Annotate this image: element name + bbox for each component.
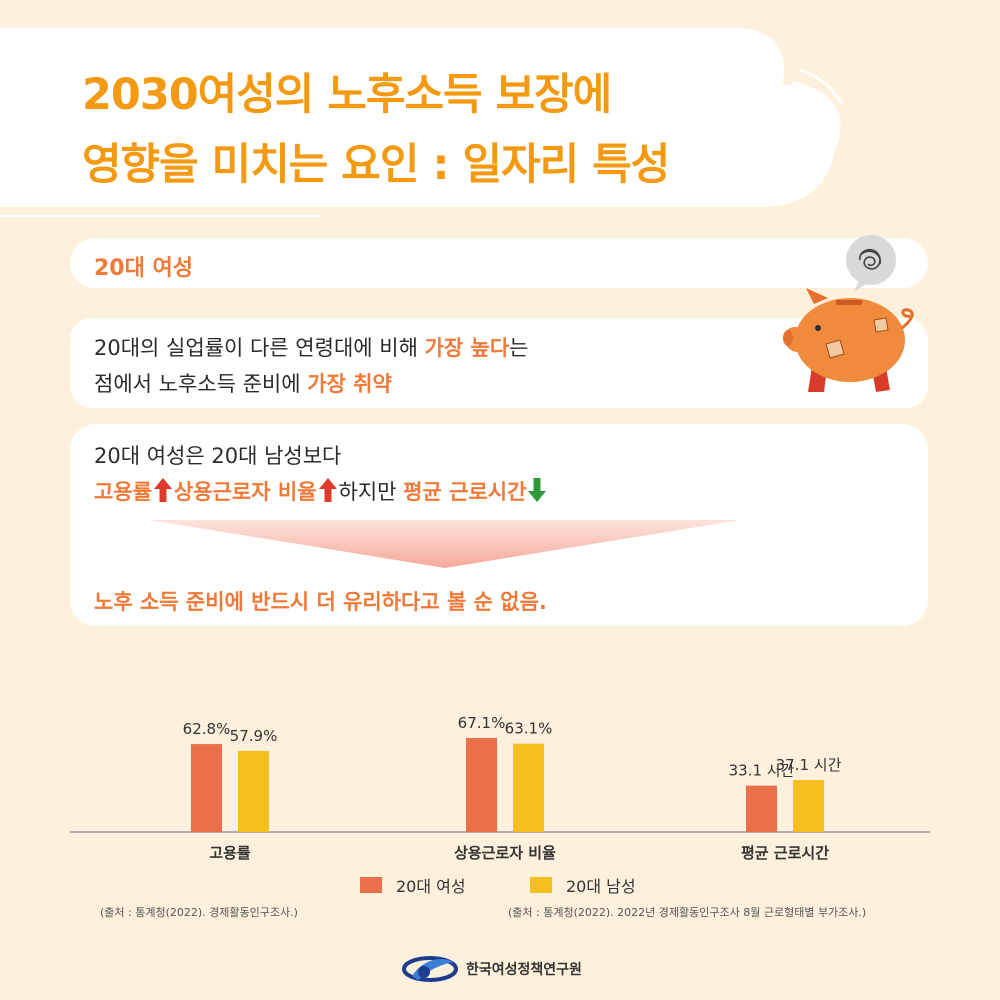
data-label-female-0: 62.8% [183, 720, 231, 738]
kwdi-logo-icon [402, 956, 458, 982]
data-label-male-0: 57.9% [230, 727, 278, 745]
card1-line1-text: 20대의 실업률이 다른 연령대에 비해 [94, 336, 425, 360]
section-pill: 20대 여성 [70, 238, 928, 288]
card2-line-1: 20대 여성은 20대 남성보다 [94, 444, 342, 468]
legend-swatch-female [360, 877, 382, 893]
title-line-1: 2030여성의 노후소득 보장에 [82, 70, 612, 120]
card1-line2-highlight: 가장 취약 [307, 372, 392, 396]
title-line-2: 영향을 미치는 요인 : 일자리 특성 [82, 140, 670, 190]
bar-male-0 [238, 750, 269, 832]
card1-line1-suffix: 는 [509, 336, 529, 360]
footer: 한국여성정책연구원 [402, 956, 582, 982]
section-label: 20대 여성 [94, 256, 193, 281]
bar-female-0 [191, 744, 222, 832]
bar-male-1 [513, 743, 544, 832]
item-regular-worker-ratio: 상용근로자 비율 [173, 480, 317, 504]
card1-line-1: 20대의 실업률이 다른 연령대에 비해 가장 높다는 [94, 332, 529, 362]
red-up-arrow-icon [153, 478, 172, 502]
category-label-2: 평균 근로시간 [741, 844, 829, 862]
legend-item-male: 20대 남성 [530, 873, 636, 897]
source-left: (출처 : 통계청(2022). 경제활동인구조사.) [100, 906, 298, 919]
card2-middle-text: 하지만 [338, 480, 404, 504]
data-label-male-1: 63.1% [505, 720, 553, 738]
item-avg-working-hours: 평균 근로시간 [403, 480, 527, 504]
legend-label-male: 20대 남성 [566, 877, 636, 896]
card1-line-2: 점에서 노후소득 준비에 가장 취약 [94, 368, 392, 398]
category-label-1: 상용근로자 비율 [454, 844, 556, 862]
funnel-arrow-shape [150, 520, 740, 568]
data-label-female-2: 33.1 시간 [729, 762, 795, 780]
category-label-0: 고용률 [209, 844, 251, 862]
piggy-bank-icon [783, 235, 914, 392]
info-card-2: 20대 여성은 20대 남성보다 고용률 상용근로자 비율 하지만 평균 근로시간 … [70, 424, 928, 626]
card2-line-2: 고용률 상용근로자 비율 하지만 평균 근로시간 [94, 476, 548, 506]
source-right: (출처 : 통계청(2022). 2022년 경제활동인구조사 8월 근로형태별… [508, 906, 867, 919]
item-employment-rate: 고용률 [94, 480, 152, 504]
bar-female-1 [466, 738, 497, 832]
legend-label-female: 20대 여성 [396, 877, 466, 896]
legend-item-female: 20대 여성 [360, 873, 466, 897]
bar-chart: 62.8% 57.9% 고용률 67.1% 63.1% 상용근로자 비율 33.1 시간37… [70, 714, 930, 862]
conclusion-text: 노후 소득 준비에 반드시 더 유리하다고 볼 순 없음. [94, 590, 547, 614]
title-cloud-shape [0, 28, 844, 217]
chart-legend: 20대 여성 20대 남성 [0, 873, 1000, 897]
bar-female-2 [746, 785, 777, 832]
red-up-arrow-icon [318, 478, 337, 502]
data-label-male-2: 37.1 시간 [776, 756, 842, 774]
footer-org-name: 한국여성정책연구원 [466, 962, 582, 978]
card1-line2-text: 점에서 노후소득 준비에 [94, 372, 308, 396]
card1-line1-highlight: 가장 높다 [424, 336, 510, 360]
legend-swatch-male [530, 877, 552, 893]
green-down-arrow-icon [528, 478, 547, 502]
bar-male-2 [793, 780, 824, 832]
data-label-female-1: 67.1% [458, 714, 506, 732]
